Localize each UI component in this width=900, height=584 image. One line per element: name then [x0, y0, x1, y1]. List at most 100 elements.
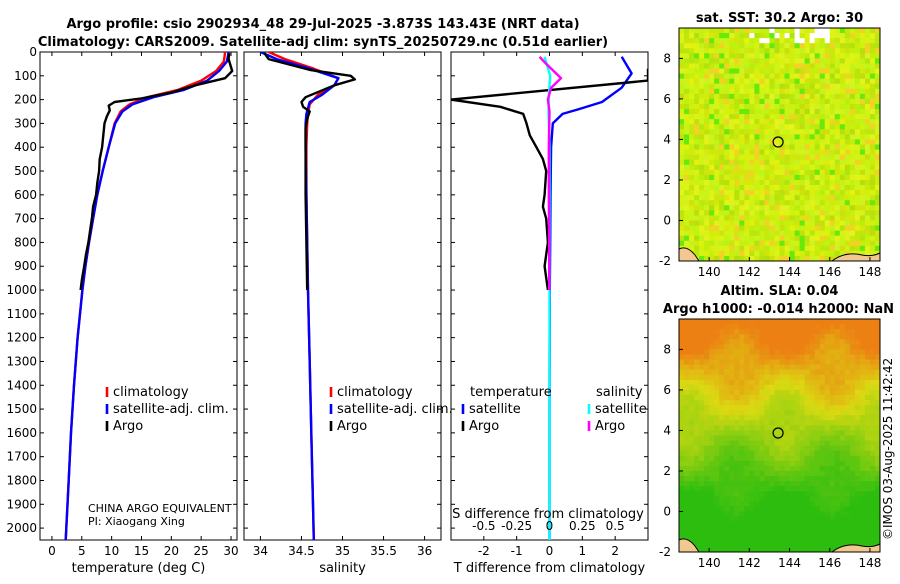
satellite-sst-map-cell: [869, 129, 876, 135]
altimetry-sla-map-cell: [844, 420, 851, 426]
altimetry-sla-map-cell: [769, 425, 775, 431]
altimetry-sla-map-cell: [819, 435, 826, 441]
altimetry-sla-map-cell: [754, 511, 760, 517]
altimetry-sla-map-cell: [769, 435, 775, 441]
altimetry-sla-map-cell: [779, 394, 785, 401]
satellite-sst-map-cell: [839, 119, 846, 125]
satellite-sst-map-cell: [729, 73, 735, 80]
satellite-sst-map-cell: [814, 169, 821, 176]
satellite-sst-map-cell: [784, 134, 790, 140]
satellite-sst-map-cell: [734, 43, 740, 49]
satellite-sst-map-cell: [714, 88, 720, 95]
satellite-sst-map-cell: [734, 149, 740, 156]
satellite-sst-map-cell: [849, 93, 856, 100]
altimetry-sla-map-cell: [844, 481, 851, 487]
altimetry-sla-map-cell: [804, 501, 811, 507]
altimetry-sla-map-cell: [834, 511, 841, 517]
satellite-sst-map-cell: [759, 205, 765, 211]
altimetry-sla-map-cell: [859, 369, 866, 376]
satellite-sst-map-cell: [869, 139, 876, 145]
altimetry-sla-map-cell: [864, 450, 871, 457]
satellite-sst-map-cell: [824, 63, 831, 69]
altimetry-sla-map-cell: [789, 354, 795, 360]
altimetry-sla-map-cell: [709, 531, 715, 538]
altimetry-sla-map-cell: [774, 496, 780, 502]
altimetry-sla-map-cell: [864, 394, 871, 401]
salinity-profile-xtick-label: 34.5: [288, 544, 315, 558]
satellite-sst-map-cell: [749, 103, 755, 110]
altimetry-sla-map-cell: [679, 481, 685, 487]
satellite-sst-map-cell: [824, 230, 831, 237]
altimetry-sla-map-cell: [829, 455, 836, 462]
satellite-sst-map-cell: [689, 134, 695, 140]
altimetry-sla-map-cell: [734, 521, 740, 528]
altimetry-sla-map-cell: [804, 526, 811, 533]
altimetry-sla-map-cell: [729, 430, 735, 436]
altimetry-sla-map-cell: [679, 319, 685, 325]
satellite-sst-map-cell: [724, 134, 730, 140]
satellite-sst-map-cell: [804, 190, 811, 196]
altimetry-sla-map-cell: [769, 465, 775, 472]
altimetry-sla-map-cell: [679, 400, 685, 406]
altimetry-sla-map-cell: [854, 384, 861, 391]
altimetry-sla-map-cell: [859, 319, 866, 325]
altimetry-sla-map-cell: [744, 516, 750, 523]
altimetry-sla-map-cell: [849, 425, 856, 431]
altimetry-sla-map-cell: [824, 415, 831, 421]
satellite-sst-map-cell: [859, 174, 866, 181]
satellite-sst-map-cell: [764, 98, 770, 105]
altimetry-sla-map-cell: [784, 329, 790, 335]
satellite-sst-map-cell: [864, 33, 871, 39]
altimetry-sla-map-cell: [784, 400, 790, 406]
altimetry-sla-map-cell: [834, 476, 841, 482]
satellite-sst-map-cell: [844, 58, 851, 64]
altimetry-sla-map-cell: [789, 405, 795, 411]
satellite-sst-map-cell: [759, 28, 765, 34]
altimetry-sla-map-cell: [869, 405, 876, 411]
altimetry-sla-map-cell: [779, 465, 785, 472]
satellite-sst-map-cell: [704, 149, 710, 156]
altimetry-sla-map-cell: [814, 400, 821, 406]
satellite-sst-map-cell: [804, 114, 811, 120]
altimetry-sla-map-cell: [724, 415, 730, 421]
satellite-sst-map-cell: [799, 124, 806, 130]
satellite-sst-map-cell: [749, 144, 755, 150]
altimetry-sla-map-cell: [869, 465, 876, 472]
altimetry-sla-map-cell: [869, 516, 876, 523]
altimetry-sla-map-cell: [874, 486, 881, 492]
satellite-sst-map-cell: [839, 179, 846, 186]
altimetry-sla-map-cell: [849, 491, 856, 497]
satellite-sst-map-cell: [804, 245, 811, 252]
altimetry-sla-map-cell: [699, 405, 705, 411]
satellite-sst-map-cell: [689, 83, 695, 90]
satellite-sst-map-cell: [864, 149, 871, 156]
satellite-sst-map-cell: [769, 58, 775, 64]
altimetry-sla-map-cell: [779, 470, 785, 477]
altimetry-sla-map-cell: [694, 521, 700, 528]
satellite-sst-map-ytick-label: 6: [663, 92, 671, 106]
satellite-sst-map-cell: [869, 124, 876, 130]
altimetry-sla-map-cell: [744, 506, 750, 512]
altimetry-sla-map-cell: [689, 506, 695, 512]
altimetry-sla-map-cell: [844, 501, 851, 507]
altimetry-sla-map-ytick-label: -2: [659, 545, 671, 559]
altimetry-sla-map-cell: [789, 415, 795, 421]
satellite-sst-map-cell: [834, 83, 841, 90]
timestamp-stamp: ©IMOS 03-Aug-2025 11:42:42: [881, 358, 895, 540]
satellite-sst-map-cell: [764, 43, 770, 49]
altimetry-sla-map-cell: [834, 329, 841, 335]
satellite-sst-map-cell: [704, 169, 710, 176]
altimetry-sla-map-cell: [859, 334, 866, 340]
altimetry-sla-map-cell: [784, 354, 790, 360]
altimetry-sla-map-cell: [829, 374, 836, 381]
satellite-sst-map-cell: [814, 164, 821, 171]
altimetry-sla-map-cell: [814, 450, 821, 457]
altimetry-sla-map-cell: [744, 400, 750, 406]
altimetry-sla-map-cell: [704, 536, 710, 543]
satellite-sst-map-cell: [839, 154, 846, 161]
satellite-sst-map-cell: [689, 154, 695, 161]
satellite-sst-map-cell: [829, 93, 836, 100]
satellite-sst-map-cell: [844, 169, 851, 176]
altimetry-sla-map-cell: [679, 334, 685, 340]
